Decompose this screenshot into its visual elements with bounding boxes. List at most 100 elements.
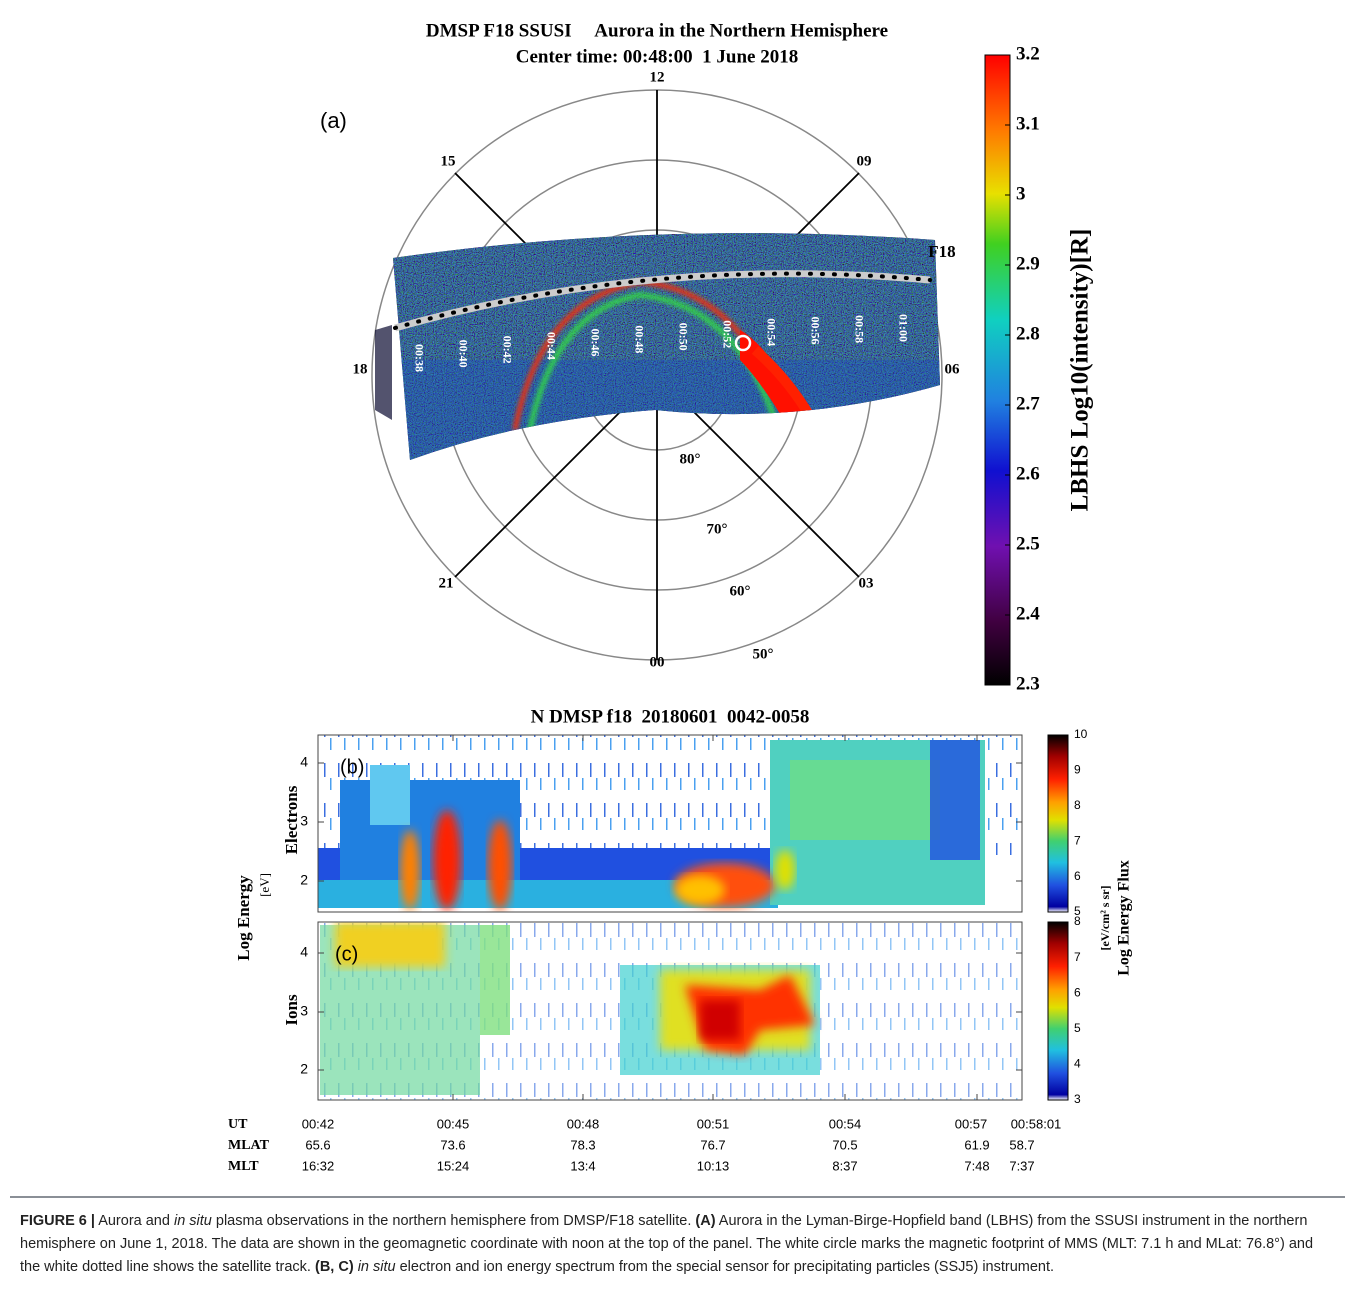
y-tick-label: 2: [300, 872, 308, 888]
latitude-label: 70°: [707, 521, 728, 537]
table-cell: 00:42: [302, 1116, 335, 1131]
panel-bc-title: N DMSP f18 20180601 0042-0058: [531, 706, 810, 727]
table-cell: 76.7: [700, 1137, 725, 1152]
latitude-label: 50°: [753, 646, 774, 662]
mlt-label: 18: [353, 361, 368, 377]
electron-colorbar: [1047, 734, 1069, 913]
latitude-label: 80°: [680, 451, 701, 467]
track-time: 00:40: [456, 340, 470, 368]
caption-text: (B, C): [315, 1259, 354, 1275]
caption-text: in situ: [173, 1213, 212, 1229]
colorbar-label: Log Energy Flux: [1116, 860, 1133, 976]
colorbar-tick-label: 10: [1074, 727, 1088, 741]
colorbar-tick-label: 3.1: [1016, 113, 1040, 134]
colorbar-tick-label: 8: [1074, 798, 1081, 812]
electrons-label: Electrons: [282, 785, 301, 854]
colorbar-tick-label: 6: [1074, 869, 1081, 883]
panel-label: (c): [335, 943, 358, 965]
colorbar-tick-label: 4: [1074, 1057, 1081, 1071]
colorbar-tick-label: 3.2: [1016, 43, 1040, 64]
y-axis-unit: [eV]: [257, 873, 272, 897]
caption: FIGURE 6 | Aurora and in situ plasma obs…: [10, 1196, 1345, 1308]
table-cell: 13:4: [570, 1158, 595, 1173]
mlt-label: 09: [857, 153, 872, 169]
y-tick-label: 3: [300, 1003, 308, 1019]
colorbar-tick-label: 2.6: [1016, 463, 1040, 484]
electron-axes: [317, 734, 1023, 913]
mlt-label: 00: [650, 654, 665, 670]
table-cell: 00:54: [829, 1116, 862, 1131]
track-time: 00:48: [632, 325, 646, 353]
track-time: 00:50: [676, 323, 690, 351]
ion-colorbar: [1047, 921, 1069, 1101]
y-axis-label: Log Energy: [234, 875, 253, 961]
caption-text: (A): [695, 1213, 716, 1229]
colorbar: [984, 54, 1011, 686]
y-tick-label: 4: [300, 944, 308, 960]
table-header: MLAT: [228, 1138, 270, 1153]
colorbar-unit: [eV/cm² s sr]: [1098, 886, 1112, 951]
mlt-label: 06: [945, 361, 961, 377]
track-time: 00:44: [544, 332, 558, 360]
table-cell: 00:45: [437, 1116, 470, 1131]
table-cell: 7:37: [1009, 1158, 1034, 1173]
colorbar-tick-label: 7: [1074, 950, 1081, 964]
colorbar-tick-label: 2.4: [1016, 603, 1040, 624]
caption-text: plasma observations in the northern hemi…: [211, 1213, 696, 1229]
figure: DMSP F18 SSUSI Aurora in the Northern He…: [228, 20, 1133, 1174]
track-time: 00:58: [852, 315, 866, 343]
colorbar-tick-label: 5: [1074, 1021, 1081, 1035]
track-time: 00:56: [808, 316, 822, 344]
table-cell: 73.6: [440, 1137, 465, 1152]
colorbar-tick-label: 2.8: [1016, 323, 1040, 344]
table-cell: 00:57: [955, 1116, 988, 1131]
table-cell: 16:32: [302, 1158, 335, 1173]
ion-spectrogram: [318, 922, 1022, 1100]
colorbar-tick-label: 2.5: [1016, 533, 1040, 554]
mlt-label: 03: [859, 575, 874, 591]
panel-label: (a): [320, 108, 347, 133]
mlt-label: 15: [441, 153, 456, 169]
caption-text: Aurora in the Lyman-Birge-Hopfield band …: [20, 1213, 1314, 1275]
track-time: 00:38: [412, 344, 426, 372]
colorbar-tick-label: 2.7: [1016, 393, 1040, 414]
table-cell: 65.6: [305, 1137, 330, 1152]
colorbar-tick-label: 3: [1074, 1092, 1081, 1106]
table-header: MLT: [228, 1159, 259, 1174]
y-tick-label: 2: [300, 1061, 308, 1077]
colorbar-tick-label: 2.9: [1016, 253, 1040, 274]
panel-a-subtitle: Center time: 00:48:00 1 June 2018: [516, 46, 799, 67]
caption-figure-label: FIGURE 6 |: [20, 1213, 95, 1229]
colorbar-tick-label: 7: [1074, 833, 1081, 847]
table-cell: 15:24: [437, 1158, 470, 1173]
track-time: 00:46: [588, 328, 602, 356]
track-time: 01:00: [896, 314, 910, 342]
table-cell: 00:58:01: [1011, 1116, 1062, 1131]
table-cell: 10:13: [697, 1158, 730, 1173]
caption-text: electron and ion energy spectrum from th…: [395, 1259, 1055, 1275]
colorbar-tick-label: 5: [1074, 904, 1081, 918]
y-tick-label: 4: [300, 754, 308, 770]
table-cell: 61.9: [964, 1137, 989, 1152]
table-cell: 00:48: [567, 1116, 600, 1131]
track-time: 00:42: [500, 336, 514, 364]
table-cell: 8:37: [832, 1158, 857, 1173]
mms-footprint: [734, 334, 752, 352]
caption-text: Aurora and: [94, 1213, 174, 1229]
table-cell: 70.5: [832, 1137, 857, 1152]
table-cell: 78.3: [570, 1137, 595, 1152]
track-time: 00:52: [720, 320, 734, 348]
table-cell: 00:51: [697, 1116, 730, 1131]
colorbar-tick-label: 3: [1016, 183, 1026, 204]
mlt-label: 12: [650, 69, 665, 85]
swath-edge: [375, 325, 392, 420]
ions-label: Ions: [282, 994, 301, 1026]
colorbar-tick-label: 9: [1074, 763, 1081, 777]
caption-text: in situ: [357, 1259, 396, 1275]
satellite-label: F18: [928, 242, 955, 261]
colorbar-label: LBHS Log10(intensity)[R]: [1067, 229, 1094, 512]
table-cell: 58.7: [1009, 1137, 1034, 1152]
panel-label: (b): [340, 756, 364, 778]
colorbar-tick-label: 2.3: [1016, 673, 1040, 694]
